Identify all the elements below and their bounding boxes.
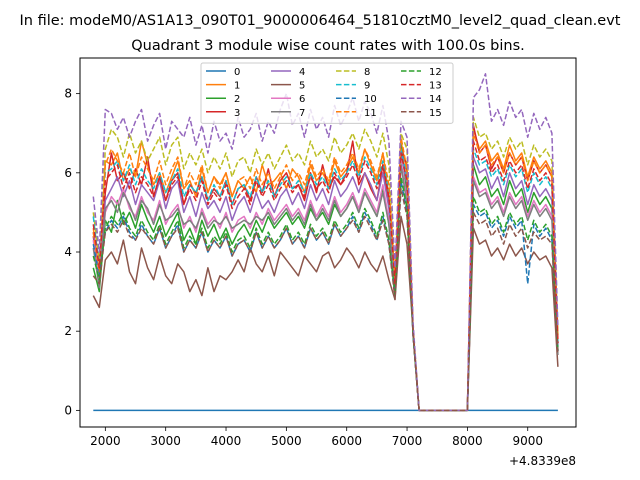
- legend-label-9: 9: [364, 81, 370, 92]
- series-line-11: [92, 132, 559, 412]
- series-line-8: [92, 116, 559, 412]
- legend-label-11: 11: [364, 108, 377, 119]
- legend-label-7: 7: [299, 108, 305, 119]
- y-tick-label: 6: [64, 166, 72, 180]
- legend-label-3: 3: [234, 108, 240, 119]
- x-tick-label: 7000: [392, 434, 423, 448]
- series-layer: [92, 73, 559, 412]
- legend-label-8: 8: [364, 67, 370, 78]
- plot-frame: [79, 57, 577, 428]
- axis-ticks: 2000 3000 4000 5000 6000 7000 8000 9000 0 2 4 6 8: [64, 87, 543, 448]
- series-line-7: [92, 164, 559, 412]
- series-line-10: [92, 179, 559, 412]
- series-line-9: [92, 148, 559, 412]
- x-tick-label: 9000: [512, 434, 543, 448]
- x-tick-label: 4000: [211, 434, 242, 448]
- series-line-5: [92, 215, 559, 412]
- legend-label-14: 14: [429, 94, 442, 105]
- series-line-4: [92, 152, 559, 412]
- series-line-15: [92, 187, 559, 412]
- series-line-13: [92, 140, 559, 412]
- series-line-2: [92, 144, 559, 412]
- y-tick-label: 2: [64, 324, 72, 338]
- y-tick-label: 8: [64, 87, 72, 101]
- legend-box: [200, 62, 454, 124]
- legend-label-6: 6: [299, 94, 305, 105]
- x-tick-label: 6000: [331, 434, 362, 448]
- x-tick-label: 8000: [452, 434, 483, 448]
- legend-label-2: 2: [234, 94, 240, 105]
- legend-label-12: 12: [429, 67, 442, 78]
- x-offset-label: +4.8339e8: [509, 454, 576, 468]
- legend-label-10: 10: [364, 94, 377, 105]
- legend-label-13: 13: [429, 81, 442, 92]
- x-tick-label: 3000: [150, 434, 181, 448]
- x-tick-label: 2000: [90, 434, 121, 448]
- y-tick-label: 4: [64, 245, 72, 259]
- series-line-12: [92, 176, 559, 412]
- legend-label-1: 1: [234, 81, 240, 92]
- figure-suptitle: In file: modeM0/AS1A13_090T01_9000006464…: [20, 13, 621, 29]
- x-tick-label: 5000: [271, 434, 302, 448]
- series-line-14: [92, 73, 559, 412]
- series-line-6: [92, 160, 559, 412]
- chart-title: Quadrant 3 module wise count rates with …: [131, 38, 525, 54]
- legend-label-15: 15: [429, 108, 442, 119]
- legend-label-4: 4: [299, 67, 305, 78]
- legend-label-5: 5: [299, 81, 305, 92]
- y-tick-label: 0: [64, 403, 72, 417]
- legend-label-0: 0: [234, 67, 240, 78]
